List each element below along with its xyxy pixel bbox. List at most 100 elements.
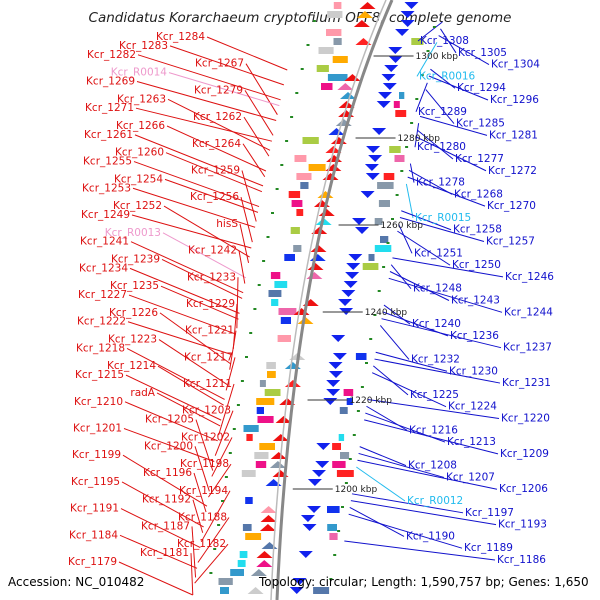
gene-arrow[interactable]	[322, 173, 339, 180]
gene-label-right[interactable]: Kcr_1197	[465, 507, 514, 519]
gene-arrow[interactable]	[346, 263, 361, 270]
gene-arrow[interactable]	[395, 29, 410, 36]
gene-label-left[interactable]: Kcr_1269	[86, 75, 135, 87]
gene-arrow[interactable]	[307, 263, 324, 270]
feature-block[interactable]	[296, 173, 312, 180]
gene-label-right[interactable]: Kcr_1246	[505, 271, 554, 283]
feature-block[interactable]	[332, 461, 346, 468]
gene-label-left[interactable]: Kcr_1203	[182, 405, 231, 417]
gene-arrow[interactable]	[310, 245, 327, 252]
gene-arrow[interactable]	[311, 470, 326, 477]
gene-label-right[interactable]: Kcr_1190	[406, 530, 455, 542]
gene-label-left[interactable]: Kcr_1262	[193, 111, 242, 123]
gene-label-left[interactable]: Kcr_1223	[108, 334, 157, 346]
gene-label-left[interactable]: Kcr_1192	[142, 494, 191, 506]
gene-arrow[interactable]	[326, 389, 341, 396]
gene-arrow[interactable]	[272, 434, 289, 441]
feature-block[interactable]	[220, 587, 229, 594]
gene-arrow[interactable]	[382, 83, 397, 90]
gene-arrow[interactable]	[328, 362, 343, 369]
gene-arrow[interactable]	[372, 128, 387, 135]
gene-arrow[interactable]	[344, 74, 361, 81]
gene-label-left[interactable]: Kcr_1235	[110, 280, 159, 292]
feature-block[interactable]	[411, 38, 424, 45]
gene-label-left[interactable]: Kcr_1196	[143, 467, 192, 479]
feature-block[interactable]	[377, 182, 394, 189]
feature-block[interactable]	[293, 245, 302, 252]
feature-block[interactable]	[230, 569, 244, 576]
gene-label-right[interactable]: Kcr_1280	[417, 141, 466, 153]
feature-block[interactable]	[326, 29, 342, 36]
gene-label-right[interactable]: Kcr_1240	[412, 318, 461, 330]
feature-block[interactable]	[288, 191, 301, 198]
gene-arrow[interactable]	[259, 524, 276, 531]
gene-label-right[interactable]: Kcr_1305	[458, 47, 507, 59]
feature-block[interactable]	[271, 299, 279, 306]
gene-label-right[interactable]: Kcr_1209	[500, 448, 549, 460]
gene-label-right[interactable]: Kcr_1207	[446, 471, 495, 483]
feature-block[interactable]	[332, 56, 348, 63]
gene-label-left[interactable]: Kcr_1210	[74, 396, 123, 408]
gene-arrow[interactable]	[381, 74, 396, 81]
gene-label-left[interactable]: Kcr_1242	[188, 245, 237, 257]
gene-label-left[interactable]: Kcr_1221	[185, 325, 234, 337]
gene-arrow[interactable]	[323, 398, 338, 405]
gene-label-right[interactable]: Kcr_1308	[420, 35, 469, 47]
feature-block[interactable]	[237, 560, 246, 567]
gene-label-left[interactable]: Kcr_1241	[80, 236, 129, 248]
gene-arrow[interactable]	[343, 281, 358, 288]
gene-arrow[interactable]	[298, 551, 313, 558]
gene-label-left[interactable]: Kcr_1255	[83, 156, 132, 168]
gene-arrow[interactable]	[256, 551, 273, 558]
gene-label-left[interactable]: Kcr_1259	[191, 164, 240, 176]
gene-label-left[interactable]: Kcr_1222	[77, 316, 126, 328]
feature-block[interactable]	[327, 11, 343, 18]
gene-label-right[interactable]: Kcr_1296	[490, 94, 539, 106]
gene-label-left[interactable]: Kcr_1252	[113, 200, 162, 212]
feature-block[interactable]	[256, 407, 264, 414]
gene-arrow[interactable]	[260, 515, 277, 522]
feature-block[interactable]	[270, 272, 281, 279]
gene-label-left[interactable]: Kcr_1182	[177, 538, 226, 550]
gene-arrow[interactable]	[260, 506, 277, 513]
gene-label-left[interactable]: Kcr_1202	[181, 431, 230, 443]
gene-label-left[interactable]: Kcr_1184	[69, 529, 118, 541]
feature-block[interactable]	[254, 452, 269, 459]
feature-block[interactable]	[284, 254, 295, 261]
gene-label-left[interactable]: Kcr_1261	[84, 129, 133, 141]
gene-label-left[interactable]: Kcr_1191	[70, 503, 119, 515]
gene-label-right[interactable]: Kcr_1206	[499, 483, 548, 495]
gene-arrow[interactable]	[341, 290, 356, 297]
feature-block[interactable]	[257, 416, 274, 423]
gene-arrow[interactable]	[360, 191, 375, 198]
gene-label-right[interactable]: Kcr_1281	[489, 129, 538, 141]
feature-block[interactable]	[255, 461, 267, 468]
gene-arrow[interactable]	[328, 128, 345, 135]
feature-block[interactable]	[239, 551, 248, 558]
feature-block[interactable]	[389, 146, 401, 153]
feature-block[interactable]	[338, 434, 345, 441]
feature-block[interactable]	[302, 137, 319, 144]
gene-arrow[interactable]	[269, 461, 286, 468]
feature-block[interactable]	[393, 101, 400, 108]
gene-label-left[interactable]: radA	[130, 387, 155, 399]
feature-block[interactable]	[340, 452, 350, 459]
gene-label-left[interactable]: Kcr_1234	[79, 262, 128, 274]
gene-label-left[interactable]: Kcr_1218	[76, 342, 125, 354]
feature-block[interactable]	[346, 398, 353, 405]
feature-block[interactable]	[296, 209, 304, 216]
gene-arrow[interactable]	[261, 542, 278, 549]
feature-block[interactable]	[318, 47, 334, 54]
feature-block[interactable]	[280, 317, 291, 324]
gene-label-left[interactable]: Kcr_1282	[87, 49, 136, 61]
feature-block[interactable]	[336, 470, 354, 477]
gene-arrow[interactable]	[270, 452, 287, 459]
feature-block[interactable]	[308, 164, 326, 171]
gene-label-right[interactable]: Kcr_1257	[486, 236, 535, 248]
gene-label-left[interactable]: Kcr_1211	[183, 378, 232, 390]
gene-arrow[interactable]	[302, 524, 317, 531]
gene-label-left[interactable]: Kcr_1187	[141, 520, 190, 532]
gene-arrow[interactable]	[309, 254, 326, 261]
gene-arrow[interactable]	[250, 569, 267, 576]
gene-label-left[interactable]: Kcr_1266	[116, 120, 165, 132]
